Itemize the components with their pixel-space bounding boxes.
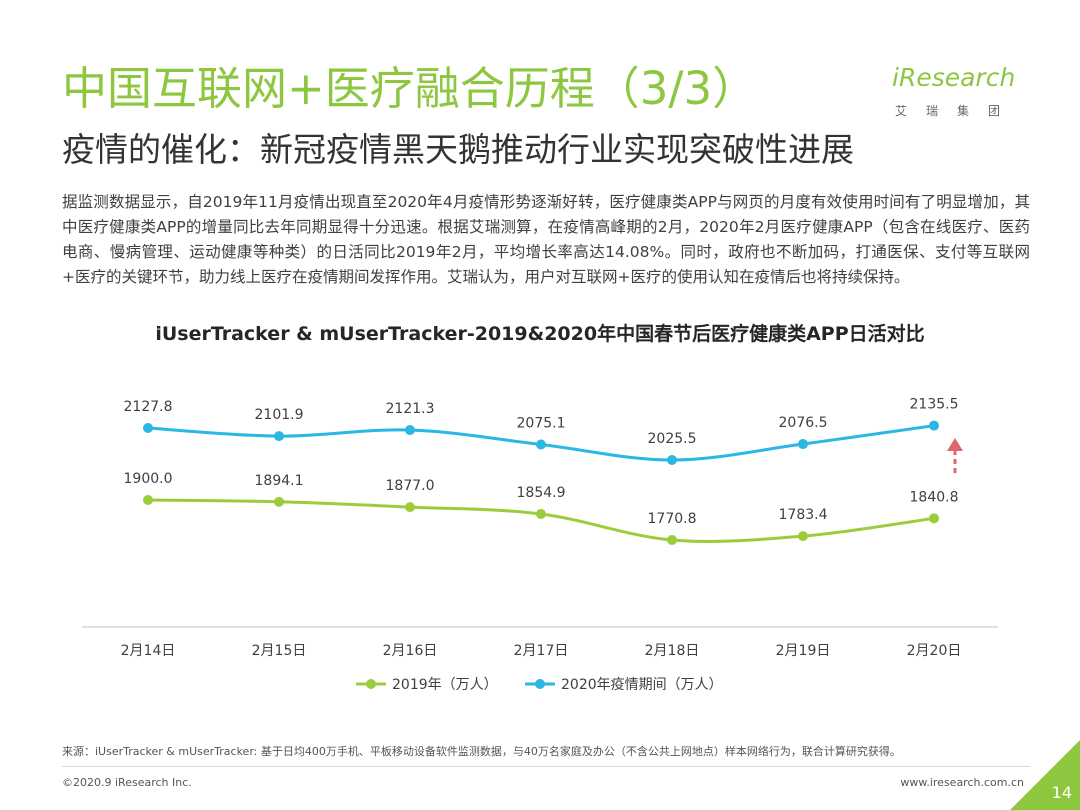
data-point bbox=[536, 508, 546, 519]
x-tick-label: 2月20日 bbox=[907, 643, 962, 659]
x-tick-label: 2月18日 bbox=[645, 643, 700, 659]
page-number: 14 bbox=[1051, 783, 1072, 802]
data-label: 1894.1 bbox=[255, 473, 304, 489]
data-point bbox=[929, 513, 939, 524]
data-point bbox=[143, 423, 153, 433]
data-label: 2135.5 bbox=[910, 397, 959, 413]
legend-swatch-dot bbox=[535, 679, 545, 689]
data-point bbox=[536, 439, 546, 450]
data-point bbox=[798, 531, 808, 542]
data-label: 2075.1 bbox=[517, 415, 566, 431]
copyright-text: ©2020.9 iResearch Inc. bbox=[62, 776, 192, 789]
corner-triangle bbox=[1010, 740, 1080, 810]
legend-swatch-dot bbox=[366, 679, 376, 689]
data-point bbox=[405, 502, 415, 513]
data-label: 2025.5 bbox=[648, 431, 697, 447]
logo-wordmark: iResearch bbox=[892, 63, 1016, 92]
up-arrow-head bbox=[947, 438, 963, 451]
iresearch-logo: iResearch 艾瑞集团 bbox=[892, 58, 1030, 120]
data-point bbox=[143, 495, 153, 505]
body-paragraph: 据监测数据显示，自2019年11月疫情出现直至2020年4月疫情形势逐渐好转，医… bbox=[62, 193, 1030, 286]
data-label: 1877.0 bbox=[386, 478, 435, 494]
legend-label: 2019年（万人） bbox=[392, 677, 498, 693]
x-tick-label: 2月17日 bbox=[514, 643, 569, 659]
website-link[interactable]: www.iresearch.com.cn bbox=[900, 776, 1024, 789]
data-label: 2101.9 bbox=[255, 407, 304, 423]
page-subtitle: 疫情的催化：新冠疫情黑天鹅推动行业实现突破性进展 bbox=[62, 130, 854, 169]
data-label: 2121.3 bbox=[386, 401, 435, 417]
logo-subtitle: 艾瑞集团 bbox=[895, 104, 1020, 118]
page-title: 中国互联网+医疗融合历程（3/3） bbox=[62, 62, 758, 115]
footer-divider bbox=[62, 766, 1030, 767]
x-tick-label: 2月16日 bbox=[383, 643, 438, 659]
data-label: 1770.8 bbox=[648, 511, 697, 527]
data-label: 1840.8 bbox=[910, 489, 959, 505]
data-point bbox=[274, 496, 284, 507]
data-label: 1900.0 bbox=[124, 471, 173, 487]
chart-title: iUserTracker & mUserTracker-2019&2020年中国… bbox=[155, 323, 925, 345]
data-label: 2076.5 bbox=[779, 415, 828, 431]
x-tick-label: 2月19日 bbox=[776, 643, 831, 659]
data-point bbox=[929, 420, 939, 431]
data-point bbox=[405, 425, 415, 436]
source-note: 来源：iUserTracker & mUserTracker: 基于日均400万… bbox=[62, 745, 901, 758]
data-point bbox=[798, 439, 808, 450]
data-label: 1783.4 bbox=[779, 507, 828, 523]
x-tick-label: 2月14日 bbox=[121, 643, 176, 659]
data-label: 2127.8 bbox=[124, 399, 173, 415]
legend-label: 2020年疫情期间（万人） bbox=[561, 677, 723, 693]
data-point bbox=[667, 455, 677, 465]
data-point bbox=[667, 535, 677, 545]
x-tick-label: 2月15日 bbox=[252, 643, 307, 659]
data-label: 1854.9 bbox=[517, 485, 566, 501]
data-point bbox=[274, 431, 284, 442]
